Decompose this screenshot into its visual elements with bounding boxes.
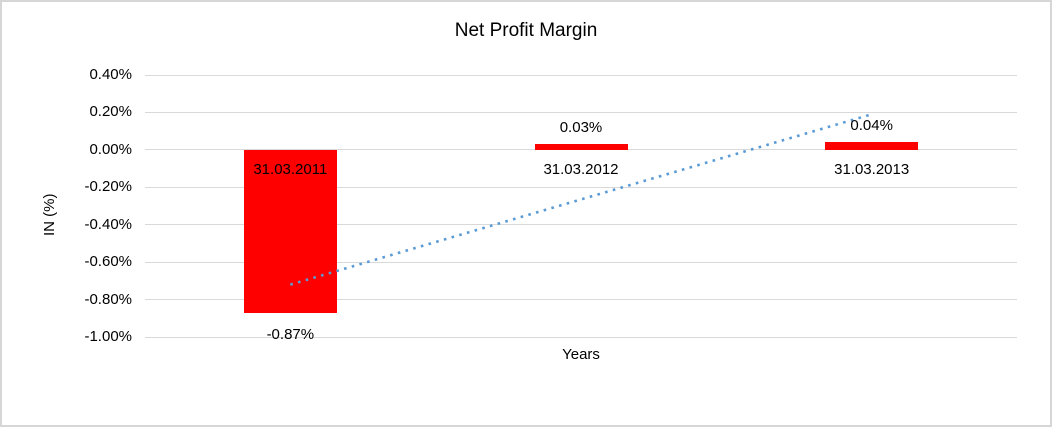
gridline [145, 299, 1017, 301]
category-label: 31.03.2013 [834, 160, 910, 178]
data-label: -0.87% [266, 325, 315, 343]
y-tick-label: 0.00% [89, 140, 132, 158]
category-label: 31.03.2012 [543, 160, 619, 178]
data-label: 0.04% [850, 117, 893, 135]
bar-31.03.2013[interactable] [825, 142, 919, 150]
y-tick-label: -0.40% [84, 215, 132, 233]
gridline [145, 74, 1017, 76]
bar-31.03.2012[interactable] [534, 144, 628, 150]
chart-title: Net Profit Margin [454, 20, 598, 41]
category-label: 31.03.2011 [253, 160, 328, 178]
trendline[interactable] [289, 113, 873, 286]
y-tick-label: -0.60% [84, 253, 132, 271]
gridline [145, 111, 1017, 113]
y-tick-label: -0.20% [84, 178, 132, 196]
data-label: 0.03% [559, 119, 603, 137]
x-axis-title: Years [562, 346, 600, 363]
gridline [145, 336, 1017, 338]
y-tick-label: 0.40% [89, 66, 132, 83]
y-tick-label: -0.80% [84, 290, 132, 308]
y-tick-label: -1.00% [84, 328, 132, 345]
y-tick-label: 0.20% [89, 103, 132, 121]
